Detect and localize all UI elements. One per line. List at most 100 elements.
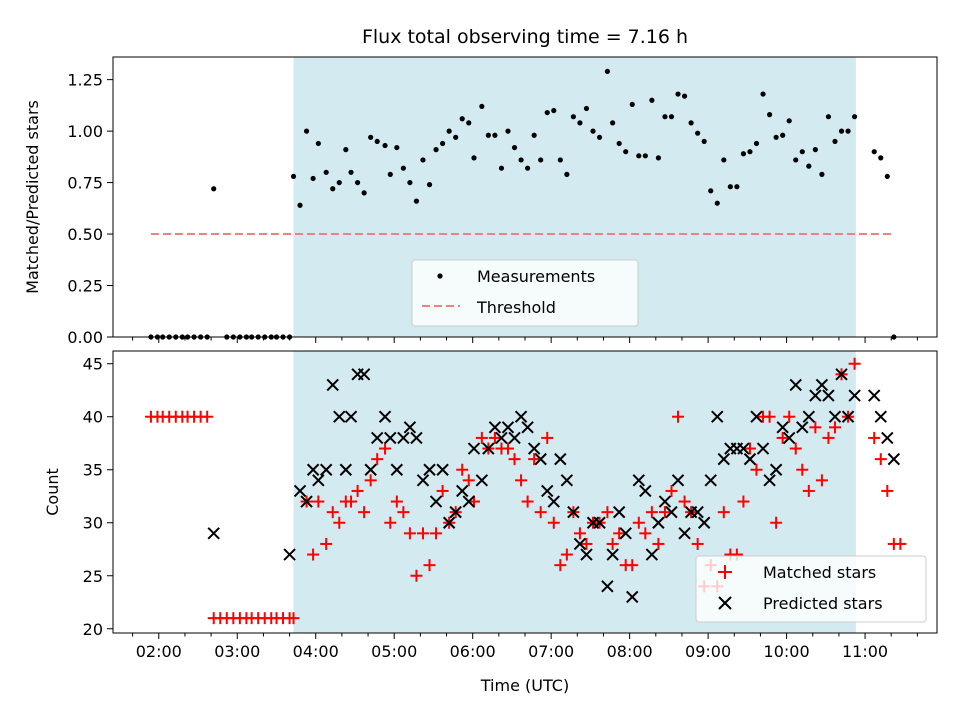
top-y-tick-label: 0.00 [67,328,103,347]
measurement-point [649,97,655,103]
measurement-point [760,91,766,97]
matched-star-point [547,516,560,529]
measurement-point [655,155,662,161]
bottom-y-axis-label: Count [43,468,62,516]
chart-title: Flux total observing time = 7.16 h [362,26,688,48]
predicted-star-point [390,463,404,476]
predicted-star-point [378,410,392,423]
predicted-star-point [456,484,469,498]
measurement-point [564,171,570,177]
measurement-point [557,157,563,163]
predicted-star-point [397,431,410,445]
measurement-point [211,186,217,192]
measurement-point [290,173,297,180]
matched-star-point [573,527,586,540]
predicted-star-point [429,495,443,508]
matched-star-point [554,559,567,572]
matched-star-point [874,453,887,466]
matched-star-point [462,474,475,487]
matched-star-point [802,484,815,497]
matched-star-point [770,516,783,529]
predicted-star-point [737,442,750,455]
matched-star-point [312,495,325,508]
matched-star-point [776,431,789,444]
matched-star-point [515,474,528,487]
matched-star-point [763,410,776,423]
matched-star-point [364,474,377,487]
matched-star-point [828,421,841,434]
x-tick-label: 03:00 [214,642,260,661]
measurement-point [354,179,361,186]
measurement-point [518,157,524,163]
measurement-point [511,144,518,151]
measurement-point [361,190,367,196]
measurement-point [505,128,511,134]
matched-star-point [783,410,796,423]
measurement-point [446,128,452,134]
predicted-star-point [573,537,587,551]
predicted-star-point [769,463,783,476]
predicted-star-point [626,590,639,604]
predicted-star-point [495,431,508,445]
measurement-point [348,169,354,175]
predicted-star-point [711,410,724,423]
measurement-point [623,149,629,155]
x-axis-label: Time (UTC) [480,676,569,695]
predicted-star-point [207,527,220,540]
measurement-point [596,134,603,140]
x-tick-label: 11:00 [842,642,888,661]
measurement-point [832,138,838,145]
predicted-star-point [357,368,371,381]
top-y-tick-label: 1.00 [67,122,103,141]
measurement-point [721,157,727,163]
predicted-star-point [593,516,606,529]
matched-star-point [750,463,763,476]
measurement-point [845,128,851,134]
matched-star-point [541,431,554,444]
measurement-point [453,134,459,140]
measurement-point [695,130,701,136]
x-tick-label: 07:00 [528,642,574,661]
predicted-star-point [547,495,560,508]
predicted-star-point [410,431,423,445]
matched-star-point [881,484,894,497]
matched-star-point [358,506,371,519]
matched-star-point [678,495,691,508]
x-tick-label: 08:00 [607,642,653,661]
predicted-star-point [822,389,835,402]
matched-star-point [534,506,547,519]
predicted-star-point [645,548,659,561]
predicted-star-point [344,410,358,423]
predicted-star-point [534,452,547,466]
predicted-star-point [293,484,307,498]
measurement-point [485,132,491,138]
bottom-y-ticks: 20 25 30 35 40 45 [83,355,113,639]
predicted-star-point [482,442,495,455]
measurement-point [420,157,426,163]
predicted-star-point [750,410,763,423]
predicted-star-point [717,452,731,466]
predicted-star-point [691,505,704,519]
bottom-axes-frame [112,350,938,634]
measurement-point [459,116,465,122]
measurement-point [714,200,720,206]
measurement-point [766,112,773,118]
matched-star-point [894,537,907,550]
matched-star-point [626,559,639,572]
predicted-star-point [809,389,822,402]
top-y-tick-label: 0.75 [67,174,103,193]
predicted-star-point [508,431,521,445]
bottom-y-tick-label: 35 [83,461,103,480]
measurement-point [471,155,477,161]
measurement-point [544,109,550,116]
measurement-point [394,144,400,151]
predicted-star-point [815,378,829,392]
measurement-point [708,188,714,194]
x-tick-label: 06:00 [450,642,496,661]
measurement-point [479,103,485,110]
x-tick-label: 09:00 [685,642,731,661]
measurement-point [668,114,675,120]
matched-star-point [416,527,429,540]
matched-star-point [789,442,802,455]
